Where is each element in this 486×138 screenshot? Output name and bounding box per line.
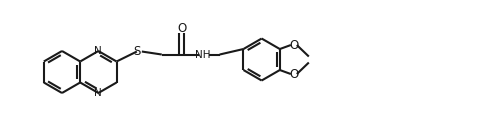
Text: S: S [133,45,140,58]
Text: NH: NH [195,50,210,59]
Text: O: O [289,67,298,81]
Text: O: O [177,22,186,35]
Text: O: O [289,39,298,51]
Text: N: N [94,46,102,56]
Text: N: N [94,88,102,98]
